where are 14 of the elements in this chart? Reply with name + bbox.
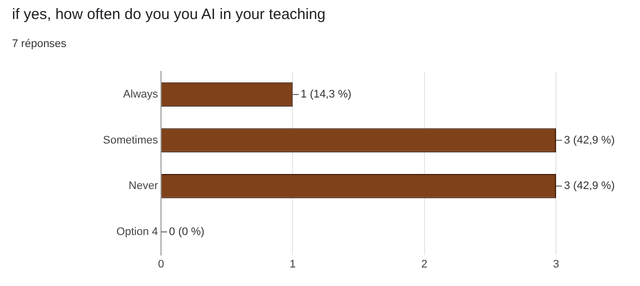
x-tick-label: 0 (158, 258, 164, 270)
data-label: 3 (42,9 %) (564, 180, 615, 192)
chart-title: if yes, how often do you you AI in your teaching (12, 6, 326, 23)
data-label: 3 (42,9 %) (564, 134, 615, 146)
x-tick-label: 2 (421, 258, 428, 270)
y-tick-label: Always (123, 88, 159, 101)
y-tick-label: Option 4 (116, 226, 158, 238)
data-label: 0 (0 %) (169, 226, 204, 238)
y-tick-label: Never (128, 180, 158, 192)
y-tick-label: Sometimes (102, 134, 158, 146)
text: 7 réponses (12, 38, 66, 50)
data-label: 1 (14,3 %) (300, 88, 352, 101)
x-tick-label: 3 (552, 258, 560, 270)
x-tick-label: 1 (290, 258, 296, 270)
